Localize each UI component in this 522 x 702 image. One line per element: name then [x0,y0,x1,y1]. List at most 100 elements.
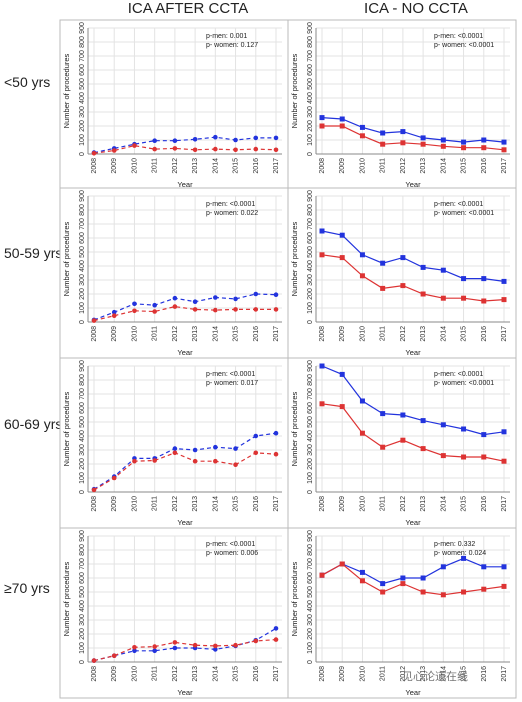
series-point [213,444,218,450]
series-point [461,276,467,282]
chart-panel: 0 100 200 300 400 500 600 700 800 900 2008 2009 2010… [287,357,517,529]
y-tick-label: 100 [79,472,86,484]
row-label-70-plus: ≥70 yrs [4,580,50,596]
x-tick-label: 2012 [400,666,407,682]
series-point [152,146,157,152]
series-point [233,296,238,302]
y-tick-label: 500 [79,78,86,90]
series-point [111,653,117,658]
series-point [273,637,279,642]
y-tick-label: 900 [79,190,86,202]
y-tick-label: 200 [79,120,86,132]
series-line [321,254,505,302]
x-tick-label: 2014 [440,326,447,342]
series-point [501,139,507,145]
series-point [172,146,178,151]
y-axis-title: Number of procedures [62,221,71,296]
y-tick-label: 600 [79,232,86,244]
x-tick-label: 2008 [319,496,326,512]
x-tick-label: 2013 [192,666,199,682]
y-tick-label: 600 [307,64,314,76]
series-point [440,295,446,301]
series-point [339,404,345,410]
y-tick-label: 500 [79,586,86,598]
series-point [319,252,325,258]
series-point [111,313,117,319]
x-tick-label: 2014 [440,666,447,682]
row-label-under-50: <50 yrs [4,74,51,90]
y-tick-label: 0 [79,320,86,324]
series-point [253,433,259,439]
y-tick-label: 0 [307,490,314,494]
y-tick-label: 600 [307,402,314,414]
x-tick-label: 2010 [131,666,138,682]
series-point [253,291,259,297]
y-tick-label: 200 [307,628,314,640]
series-point [213,647,218,652]
series-line [321,230,505,282]
series-point [213,134,218,140]
series-line [93,627,277,662]
series-point [400,255,406,261]
panel-frame [287,527,517,699]
series-point [339,123,345,129]
series-point [359,578,365,584]
series-point [213,146,218,152]
series-point [319,228,325,234]
y-tick-label: 600 [307,572,314,584]
x-tick-label: 2015 [233,326,240,342]
panel-frame [59,527,289,699]
series-point [481,298,487,304]
series-point [461,426,467,432]
series-point [481,276,487,282]
x-tick-label: 2009 [111,326,118,342]
y-tick-label: 600 [79,64,86,76]
x-tick-label: 2008 [91,496,98,512]
p-value-annotation: p- women: 0.017 [206,380,258,387]
y-axis-title: Number of procedures [290,561,299,636]
p-value-annotation: p- women: <0.0001 [434,210,494,217]
series-point [481,432,487,438]
series-point [132,645,137,650]
y-tick-label: 900 [79,22,86,34]
x-tick-label: 2016 [253,496,260,512]
x-tick-label: 2008 [91,158,98,174]
x-tick-label: 2009 [339,158,346,174]
column-title-ica-no-ccta: ICA - NO CCTA [364,0,468,17]
y-tick-label: 200 [79,458,86,470]
series-point [172,645,178,651]
watermark-text: 见心论道在线 [402,671,468,683]
series-point [440,592,446,598]
x-tick-label: 2017 [273,158,280,174]
x-tick-label: 2010 [131,158,138,174]
series-point [213,307,218,313]
y-tick-label: 400 [79,430,86,442]
series-point [380,260,386,266]
x-tick-label: 2015 [461,326,468,342]
series-point [91,658,97,663]
series-point [273,147,279,153]
y-tick-label: 300 [79,106,86,118]
series-point [192,458,198,464]
x-tick-label: 2010 [359,326,366,342]
x-tick-label: 2010 [359,496,366,512]
chart-panel: 0 100 200 300 400 500 600 700 800 900 2008 2009 2010… [59,187,289,359]
x-tick-label: 2013 [192,158,199,174]
x-tick-label: 2016 [481,666,488,682]
series-point [481,137,487,143]
series-point [172,450,178,456]
y-tick-label: 800 [307,36,314,48]
p-value-annotation: p- women: 0.022 [206,210,258,217]
x-tick-label: 2012 [172,326,179,342]
series-point [91,318,97,323]
x-tick-label: 2012 [172,496,179,512]
y-tick-label: 400 [79,92,86,104]
x-tick-label: 2010 [131,326,138,342]
series-point [420,264,426,270]
x-tick-label: 2011 [152,158,159,173]
x-tick-label: 2012 [172,158,179,174]
series-point [132,458,137,464]
series-point [233,642,238,648]
series-point [359,124,365,130]
series-point [380,411,386,417]
